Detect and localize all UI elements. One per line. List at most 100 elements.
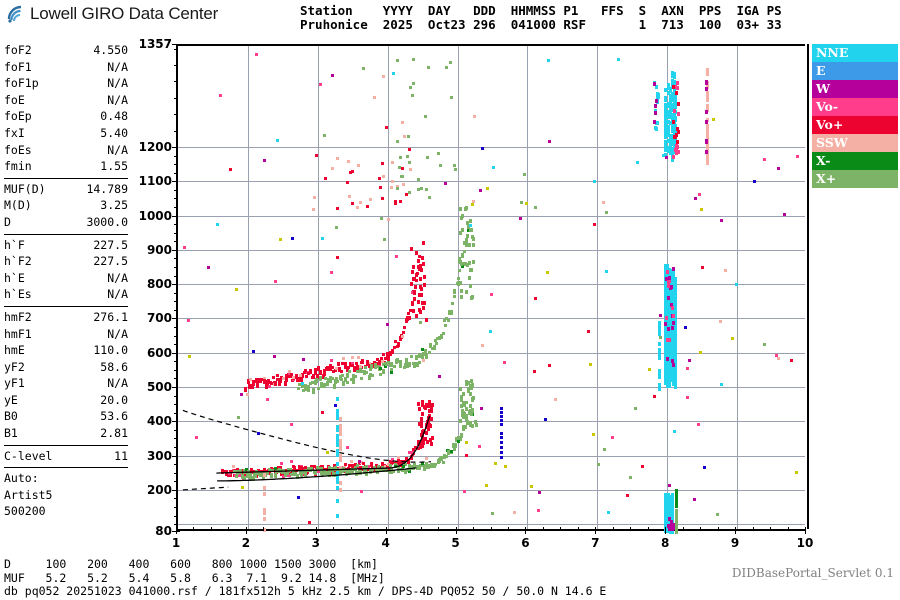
echo-point-x-cusp [469, 422, 473, 427]
interference-speck [655, 92, 659, 97]
noise-column [338, 488, 342, 493]
noise-speck [234, 288, 238, 292]
footer-file-row: db pq052 20251023 041000.rsf / 181fx512h… [4, 584, 607, 598]
echo-point-x-trace [358, 469, 362, 475]
echo-point-o-hop2-cusp [416, 259, 420, 264]
interference-band-upper [670, 123, 674, 128]
noise-speck [350, 355, 354, 359]
echo-point-hop3 [394, 200, 398, 203]
noise-speck [361, 66, 365, 70]
noise-speck [335, 255, 339, 259]
interference-band-bottom-green [675, 517, 679, 522]
y-gridline [178, 284, 805, 285]
noise-column [338, 465, 342, 470]
param-value: N/A [107, 376, 128, 391]
interference-band-bottom [666, 493, 670, 498]
interference-speck [653, 104, 657, 109]
interference-band-upper [666, 114, 670, 119]
echo-point-x-trace [276, 468, 280, 472]
noise-speck [699, 207, 703, 211]
noise-speck [774, 354, 778, 357]
noise-speck [616, 58, 620, 61]
echo-point-x-hop2-cusp [457, 257, 461, 261]
echo-point-o-hop2 [354, 362, 358, 366]
interference-band-ssw [705, 97, 709, 102]
interference-thread [657, 356, 661, 361]
echo-point-hop3 [438, 163, 442, 167]
interference-band-upper [664, 147, 668, 152]
echo-point-x-hop2 [399, 362, 403, 368]
ionogram-plot[interactable] [176, 44, 809, 535]
echo-point-o-cusp [426, 439, 430, 444]
noise-speck [265, 398, 269, 402]
param-key: foF2 [4, 43, 32, 57]
noise-column [338, 442, 342, 447]
echo-point-o-cusp [418, 444, 422, 449]
echo-point-hop3 [404, 192, 408, 196]
interference-speck-upper [677, 112, 681, 117]
interference-band-nne [670, 373, 674, 378]
echo-point-x-trace [331, 471, 335, 477]
param-value: 1.55 [100, 159, 128, 174]
legend-item-nne[interactable]: NNE [812, 44, 898, 62]
echo-point-x-hop2 [386, 360, 390, 364]
echo-point-o-cusp [417, 401, 421, 406]
echo-point-o-trace [412, 448, 416, 452]
x-tick-major [665, 527, 666, 534]
legend-item-w[interactable]: W [812, 80, 898, 98]
echo-point-o-hop2 [273, 380, 277, 386]
echo-point-hop3 [398, 155, 402, 159]
echo-point-x-hop2 [450, 310, 454, 316]
interference-band-upper [672, 140, 676, 145]
legend-item-ssw[interactable]: SSW [812, 134, 898, 152]
echo-point-o-cusp [428, 403, 431, 408]
echo-point-x-hop2 [390, 368, 394, 373]
x-tick-major [176, 527, 177, 534]
echo-point-x-cusp [464, 414, 468, 418]
echo-point-hop3 [409, 86, 412, 89]
interference-band-nne [664, 309, 668, 314]
echo-point-hop3 [408, 168, 412, 172]
x-tick-minor [508, 527, 509, 531]
interference-speck [655, 98, 659, 103]
noise-column [335, 461, 339, 466]
echo-point-hop3 [313, 195, 317, 199]
echo-point-x-cusp [460, 394, 464, 399]
echo-point-o-trace [361, 462, 365, 466]
legend-item-vo[interactable]: Vo- [812, 98, 898, 116]
legend-item-x[interactable]: X- [812, 152, 898, 170]
echo-point-x-trace [390, 470, 394, 474]
param-row-hmE: hmE 110.0 [4, 342, 128, 359]
echo-point-e [499, 436, 503, 440]
echo-point-x-hop2 [329, 377, 333, 383]
echo-point-x-trace [271, 469, 275, 473]
y-tick-label: 900 [146, 242, 172, 257]
echo-point-o-hop2 [262, 378, 266, 384]
interference-band-nne [673, 364, 677, 369]
interference-band-upper [668, 144, 672, 149]
noise-speck [684, 325, 688, 329]
interference-band-nne [666, 335, 670, 340]
legend-item-vo[interactable]: Vo+ [812, 116, 898, 134]
noise-speck [183, 245, 187, 249]
legend-item-e[interactable]: E [812, 62, 898, 80]
echo-point-x-hop2-cusp [458, 281, 462, 285]
interference-band-upper [670, 155, 674, 160]
x-tick-major [805, 527, 806, 534]
echo-point-x-hop2 [429, 342, 433, 348]
echo-point-x-trace [457, 435, 461, 441]
noise-speck [537, 508, 540, 512]
echo-point-o-trace [394, 460, 398, 464]
interference-band-upper [668, 107, 672, 112]
interference-band-bottom-green [675, 498, 679, 503]
interference-band-upper [668, 97, 672, 101]
echo-point-o-trace [315, 467, 319, 472]
echo-point-o-hop2-cusp [419, 276, 422, 281]
echo-point-o-hop2 [251, 379, 255, 383]
param-key: hmF1 [4, 326, 32, 341]
echo-point-o-hop2 [314, 371, 318, 375]
noise-speck [471, 200, 475, 204]
y-tick-label: 1357 [138, 37, 172, 51]
legend-item-x[interactable]: X+ [812, 170, 898, 188]
echo-point-hop3 [396, 186, 400, 190]
